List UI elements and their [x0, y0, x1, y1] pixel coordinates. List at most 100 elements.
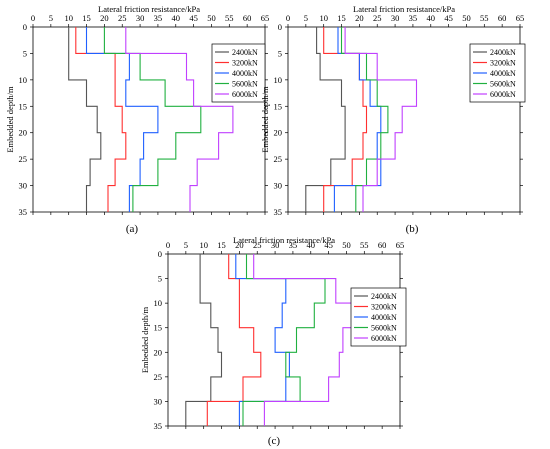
legend-label-5600kn: 5600kN — [371, 324, 397, 333]
x-tick-label: 55 — [480, 13, 489, 23]
x-tick-label: 60 — [498, 13, 507, 23]
y-tick-label: 10 — [19, 75, 28, 85]
y-tick-label: 20 — [19, 128, 28, 138]
x-tick-label: 40 — [172, 13, 181, 23]
x-tick-label: 30 — [391, 13, 400, 23]
legend-label-6000kn: 6000kN — [490, 90, 516, 99]
y-tick-label: 0 — [278, 22, 282, 32]
series-line-5600kn — [242, 254, 326, 426]
series-line-2400kn — [185, 254, 223, 426]
x-tick-label: 55 — [225, 13, 234, 23]
chart-panel-3: 0 5 10 15 20 25 30 35 40 45 50 55 60 65 0 5 10 15 20 25 30 35… — [140, 235, 407, 447]
y-tick-label: 15 — [274, 101, 283, 111]
y-tick-label: 20 — [274, 128, 283, 138]
plot-frame — [32, 26, 266, 213]
legend-label-2400kn: 2400kN — [490, 48, 516, 57]
x-tick-label: 0 — [31, 13, 35, 23]
x-tick-label: 15 — [337, 13, 346, 23]
chart-panel-1: 0 5 10 15 20 25 30 35 40 45 50 55 60 65 0 5 10 15 20 25 30 35… — [5, 4, 269, 235]
legend-label-5600kn: 5600kN — [490, 80, 516, 89]
y-tick-label: 5 — [278, 48, 282, 58]
y-axis-label: Embedded depth/m — [5, 86, 15, 153]
y-tick-label: 0 — [23, 22, 27, 32]
y-tick-label: 30 — [19, 181, 28, 191]
y-tick-label: 10 — [154, 298, 163, 308]
plot-frame — [287, 26, 521, 213]
legend-label-5600kn: 5600kN — [232, 80, 258, 89]
y-tick-label: 15 — [154, 323, 163, 333]
x-tick-label: 5 — [184, 240, 188, 250]
x-tick-label: 50 — [342, 240, 351, 250]
x-tick-label: 40 — [427, 13, 436, 23]
series-line-5600kn — [340, 27, 389, 212]
series-line-6000kn — [125, 27, 234, 212]
y-tick-label: 30 — [154, 396, 163, 406]
y-tick-label: 0 — [158, 249, 162, 259]
y-tick-label: 35 — [274, 207, 283, 217]
x-tick-label: 25 — [118, 13, 127, 23]
series-line-3200kn — [75, 27, 127, 212]
x-tick-label: 0 — [166, 240, 170, 250]
y-tick-label: 25 — [19, 154, 28, 164]
y-tick-label: 25 — [274, 154, 283, 164]
x-tick-label: 5 — [304, 13, 308, 23]
x-tick-label: 45 — [444, 13, 453, 23]
legend-label-4000kn: 4000kN — [232, 69, 258, 78]
x-tick-label: 35 — [409, 13, 418, 23]
x-tick-label: 50 — [462, 13, 471, 23]
x-tick-label: 15 — [217, 240, 226, 250]
x-tick-label: 45 — [324, 240, 333, 250]
x-tick-label: 10 — [199, 240, 208, 250]
x-tick-label: 10 — [319, 13, 328, 23]
series-line-2400kn — [68, 27, 102, 212]
chart-panel-2: 0 5 10 15 20 25 30 35 40 45 50 55 60 65 0 5 10 15 20 25 30 35… — [260, 4, 526, 235]
legend-label-2400kn: 2400kN — [232, 48, 258, 57]
series-line-6000kn — [253, 254, 358, 426]
x-tick-label: 30 — [136, 13, 145, 23]
series-line-3200kn — [206, 254, 262, 426]
x-tick-label: 30 — [271, 240, 280, 250]
x-tick-label: 65 — [396, 240, 405, 250]
series-line-4000kn — [235, 254, 290, 426]
y-axis-label: Embedded depth/m — [260, 86, 270, 153]
y-tick-label: 20 — [154, 347, 163, 357]
x-tick-label: 35 — [289, 240, 298, 250]
x-tick-label: 20 — [355, 13, 364, 23]
x-tick-label: 65 — [516, 13, 525, 23]
series-line-4000kn — [333, 27, 382, 212]
y-tick-label: 15 — [19, 101, 28, 111]
y-tick-label: 5 — [158, 274, 162, 284]
series-line-5600kn — [103, 27, 202, 212]
x-tick-label: 65 — [261, 13, 270, 23]
legend-label-6000kn: 6000kN — [371, 334, 397, 343]
y-tick-label: 35 — [19, 207, 28, 217]
x-tick-label: 60 — [243, 13, 252, 23]
x-axis-label: Lateral friction resistance/kPa — [353, 4, 455, 14]
x-tick-label: 45 — [189, 13, 198, 23]
y-axis-label: Embedded depth/m — [140, 306, 150, 373]
y-tick-label: 30 — [274, 181, 283, 191]
panel-label: (c) — [268, 435, 281, 447]
x-tick-label: 5 — [49, 13, 53, 23]
x-tick-label: 20 — [235, 240, 244, 250]
x-tick-label: 15 — [82, 13, 91, 23]
x-axis-label: Lateral friction resistance/kPa — [233, 235, 335, 245]
panel-label: (b) — [406, 223, 419, 235]
y-tick-label: 35 — [154, 421, 163, 431]
y-tick-label: 5 — [23, 48, 27, 58]
x-tick-label: 55 — [360, 240, 369, 250]
series-line-4000kn — [85, 27, 159, 212]
y-tick-label: 25 — [154, 372, 163, 382]
legend-label-3200kn: 3200kN — [371, 303, 397, 312]
series-line-6000kn — [344, 27, 418, 212]
x-tick-label: 10 — [64, 13, 73, 23]
legend-label-3200kn: 3200kN — [232, 59, 258, 68]
legend-label-3200kn: 3200kN — [490, 59, 516, 68]
x-tick-label: 60 — [378, 240, 387, 250]
x-axis-label: Lateral friction resistance/kPa — [98, 4, 200, 14]
x-tick-label: 40 — [307, 240, 316, 250]
